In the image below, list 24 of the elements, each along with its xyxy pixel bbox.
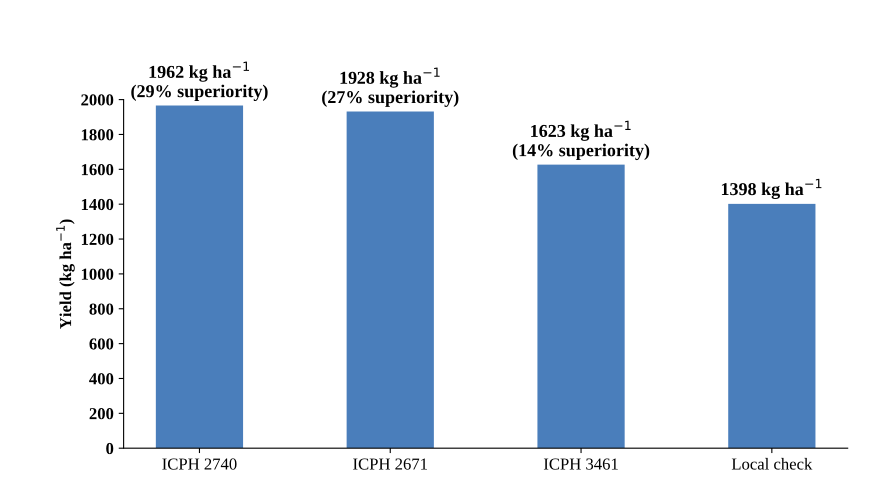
y-tick-label: 1600 <box>82 164 114 176</box>
y-tick-label: 1400 <box>82 198 114 210</box>
y-tick-label: 600 <box>89 338 114 350</box>
x-tick-label: Local check <box>732 458 812 470</box>
data-label: 1623 kg ha$^{−1}$ (14% superiority) <box>512 120 650 160</box>
x-tick-label: ICPH 3461 <box>544 458 618 470</box>
data-label: 1928 kg ha$^{−1}$ (27% superiority) <box>322 68 458 107</box>
bar <box>156 106 244 448</box>
bar <box>728 204 816 448</box>
y-tick-label: 200 <box>90 408 114 420</box>
y-tick-label: 1800 <box>82 129 114 140</box>
bar <box>346 111 434 448</box>
bar <box>537 164 625 448</box>
y-tick-label: 2000 <box>81 94 114 106</box>
y-tick-label: 1000 <box>82 268 114 280</box>
x-tick-label: ICPH 2671 <box>353 458 427 470</box>
x-tick-label: ICPH 2740 <box>162 458 237 470</box>
y-tick-label: 800 <box>89 303 114 315</box>
y-tick-label: 0 <box>106 442 114 454</box>
data-label: 1962 kg ha$^{−1}$ (29% superiority) <box>131 62 268 101</box>
y-tick-label: 1200 <box>82 234 114 245</box>
y-axis-title: Yield (kg ha$^{−1}$) <box>56 219 75 329</box>
y-tick-label: 400 <box>89 373 114 384</box>
data-label: 1398 kg ha$^{−1}$ <box>722 178 822 200</box>
